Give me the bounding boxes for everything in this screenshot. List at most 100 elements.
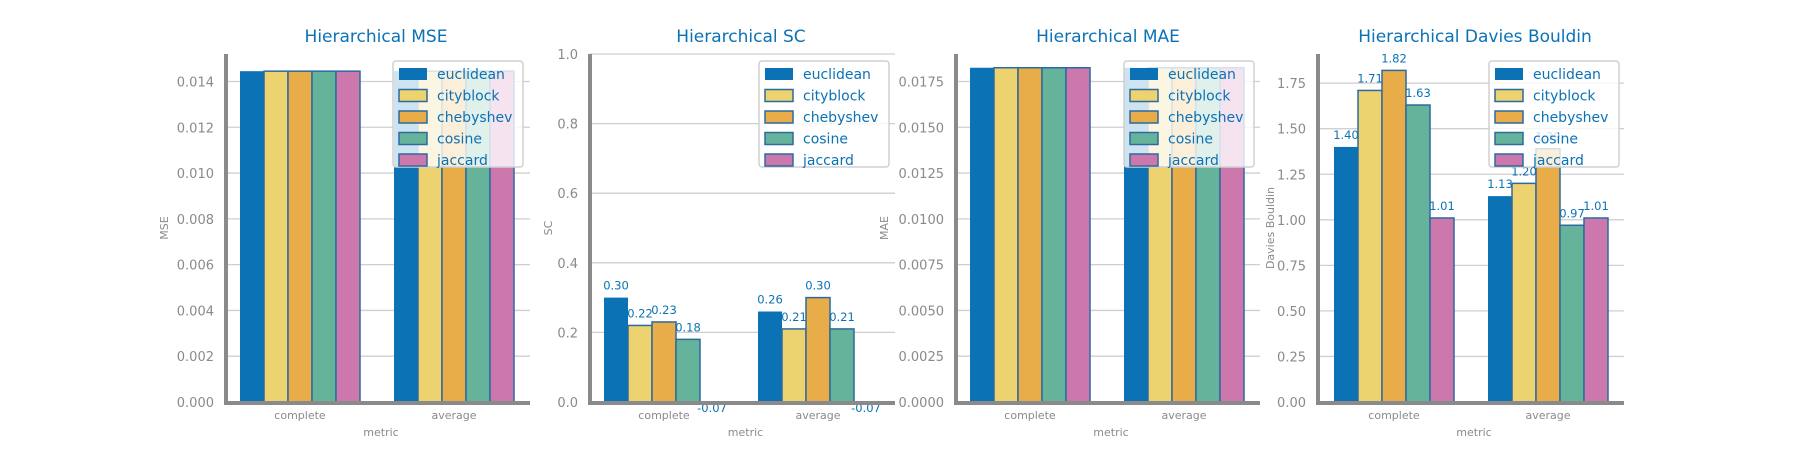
legend-label-jaccard: jaccard [802,153,854,169]
data-label-cityblock-average: 1.20 [1511,164,1537,178]
y-tick-label: 0.0 [557,396,578,411]
chart-title: Hierarchical MSE [305,27,448,47]
x-category-label: complete [274,409,326,422]
data-label-cityblock-complete: 0.22 [627,306,653,320]
x-axis-label: metric [1456,426,1491,439]
bar-chebyshev-average [1535,147,1561,403]
bar-chebyshev-complete [287,70,313,403]
bar-jaccard-complete [1065,66,1091,403]
legend-swatch-chebyshev [1129,110,1159,124]
y-tick-label: 0.0050 [899,304,945,319]
legend: euclidean cityblock chebyshev cosine jaccard [1123,60,1255,169]
y-axis-label: MSE [158,216,171,239]
legend-swatch-cosine [1129,131,1159,146]
y-tick-label: 0.8 [557,118,578,133]
y-tick-label: 0.012 [177,121,214,136]
bar-cityblock-average [781,328,807,403]
bar-euclidean-complete [970,67,994,402]
legend-label-cityblock: cityblock [1168,89,1231,105]
x-axis-label: metric [363,426,398,439]
legend-swatch-chebyshev [398,110,428,124]
data-label-jaccard-average: 1.01 [1583,199,1609,213]
x-axis-label: metric [728,426,763,439]
legend-swatch-cosine [398,131,428,146]
y-tick-label: 0.25 [1277,350,1306,365]
chart-panel-2: 0.00.20.40.60.81.00.300.220.230.18-0.07c… [542,27,895,439]
y-tick-label: 0.75 [1277,259,1306,274]
x-axis-label: metric [1093,426,1128,439]
y-tick-label: 0.010 [177,167,214,182]
legend-label-cosine: cosine [1168,132,1213,148]
legend-label-jaccard: jaccard [1167,153,1219,169]
legend-swatch-euclidean [1130,68,1158,80]
legend-swatch-chebyshev [764,110,794,124]
legend-swatch-cityblock [764,88,794,103]
bar-cityblock-complete [1357,89,1383,403]
legend-swatch-cosine [1494,131,1524,146]
data-label-jaccard-complete: 1.01 [1429,199,1455,213]
data-label-euclidean-complete: 1.40 [1333,128,1359,142]
bar-chebyshev-complete [1017,66,1043,403]
y-tick-label: 0.0000 [899,396,945,411]
y-axis-label: SC [542,220,555,235]
bar-chebyshev-complete [651,321,677,403]
legend-swatch-euclidean [1495,68,1523,80]
legend-label-cityblock: cityblock [437,89,500,105]
bar-jaccard-complete [335,70,361,403]
data-label-euclidean-complete: 0.30 [603,279,629,293]
data-label-chebyshev-average: 0.30 [805,279,831,293]
x-category-label: complete [638,409,690,422]
y-tick-label: 1.0 [557,48,578,63]
y-tick-label: 1.75 [1277,77,1306,92]
chart-panel-3: 0.0000 0.0025 0.0050 0.0075 0.0100 0.0125 0.01… [878,27,1260,439]
data-label-chebyshev-complete: 0.23 [651,303,677,317]
data-label-euclidean-average: 1.13 [1487,177,1513,191]
bar-cosine-average [1559,224,1585,403]
y-tick-label: 0.2 [557,326,578,341]
y-tick-label: 0.014 [177,75,214,90]
y-tick-label: 0.006 [177,259,214,274]
bar-cosine-complete [1041,66,1067,403]
bar-cityblock-average [1511,182,1537,403]
legend-swatch-cityblock [1129,88,1159,103]
legend-label-jaccard: jaccard [1532,153,1584,169]
legend: euclidean cityblock chebyshev cosine jaccard [392,60,524,169]
bar-cosine-complete [311,70,337,403]
legend-label-chebyshev: chebyshev [803,110,878,126]
legend-swatch-cityblock [1494,88,1524,103]
chart-title: Hierarchical SC [676,27,805,47]
bar-jaccard-complete [1429,217,1455,403]
y-axis-label: MAE [878,216,891,240]
y-tick-label: 0.0150 [899,121,945,136]
y-tick-label: 0.4 [557,257,578,272]
bar-cosine-complete [675,338,701,403]
data-label-cosine-average: 0.21 [829,310,855,324]
legend-swatch-jaccard [764,153,794,167]
x-category-label: complete [1368,409,1420,422]
legend-swatch-jaccard [1494,153,1524,167]
legend-swatch-chebyshev [1494,110,1524,124]
chart-title: Hierarchical MAE [1036,27,1180,47]
bar-euclidean-average [1488,196,1512,402]
y-tick-label: 0.008 [177,213,214,228]
data-label-cityblock-average: 0.21 [781,310,807,324]
bar-euclidean-complete [604,297,628,402]
y-tick-label: 0.0075 [899,259,945,274]
bar-chebyshev-complete [1381,69,1407,403]
legend-label-euclidean: euclidean [1533,67,1601,83]
bar-cityblock-complete [627,324,653,403]
data-label-cityblock-complete: 1.71 [1357,71,1383,85]
y-tick-label: 0.002 [177,350,214,365]
legend-label-cityblock: cityblock [1533,89,1596,105]
legend-swatch-euclidean [765,68,793,80]
legend-label-chebyshev: chebyshev [1168,110,1243,126]
x-category-label: average [1161,409,1206,422]
data-label-cosine-complete: 0.18 [675,320,701,334]
y-tick-label: 1.25 [1277,168,1306,183]
y-tick-label: 0.6 [557,187,578,202]
y-axis-label: Davies Bouldin [1264,187,1277,269]
legend-label-cityblock: cityblock [803,89,866,105]
legend-swatch-jaccard [398,153,428,167]
legend: euclidean cityblock chebyshev cosine jaccard [1488,60,1620,169]
